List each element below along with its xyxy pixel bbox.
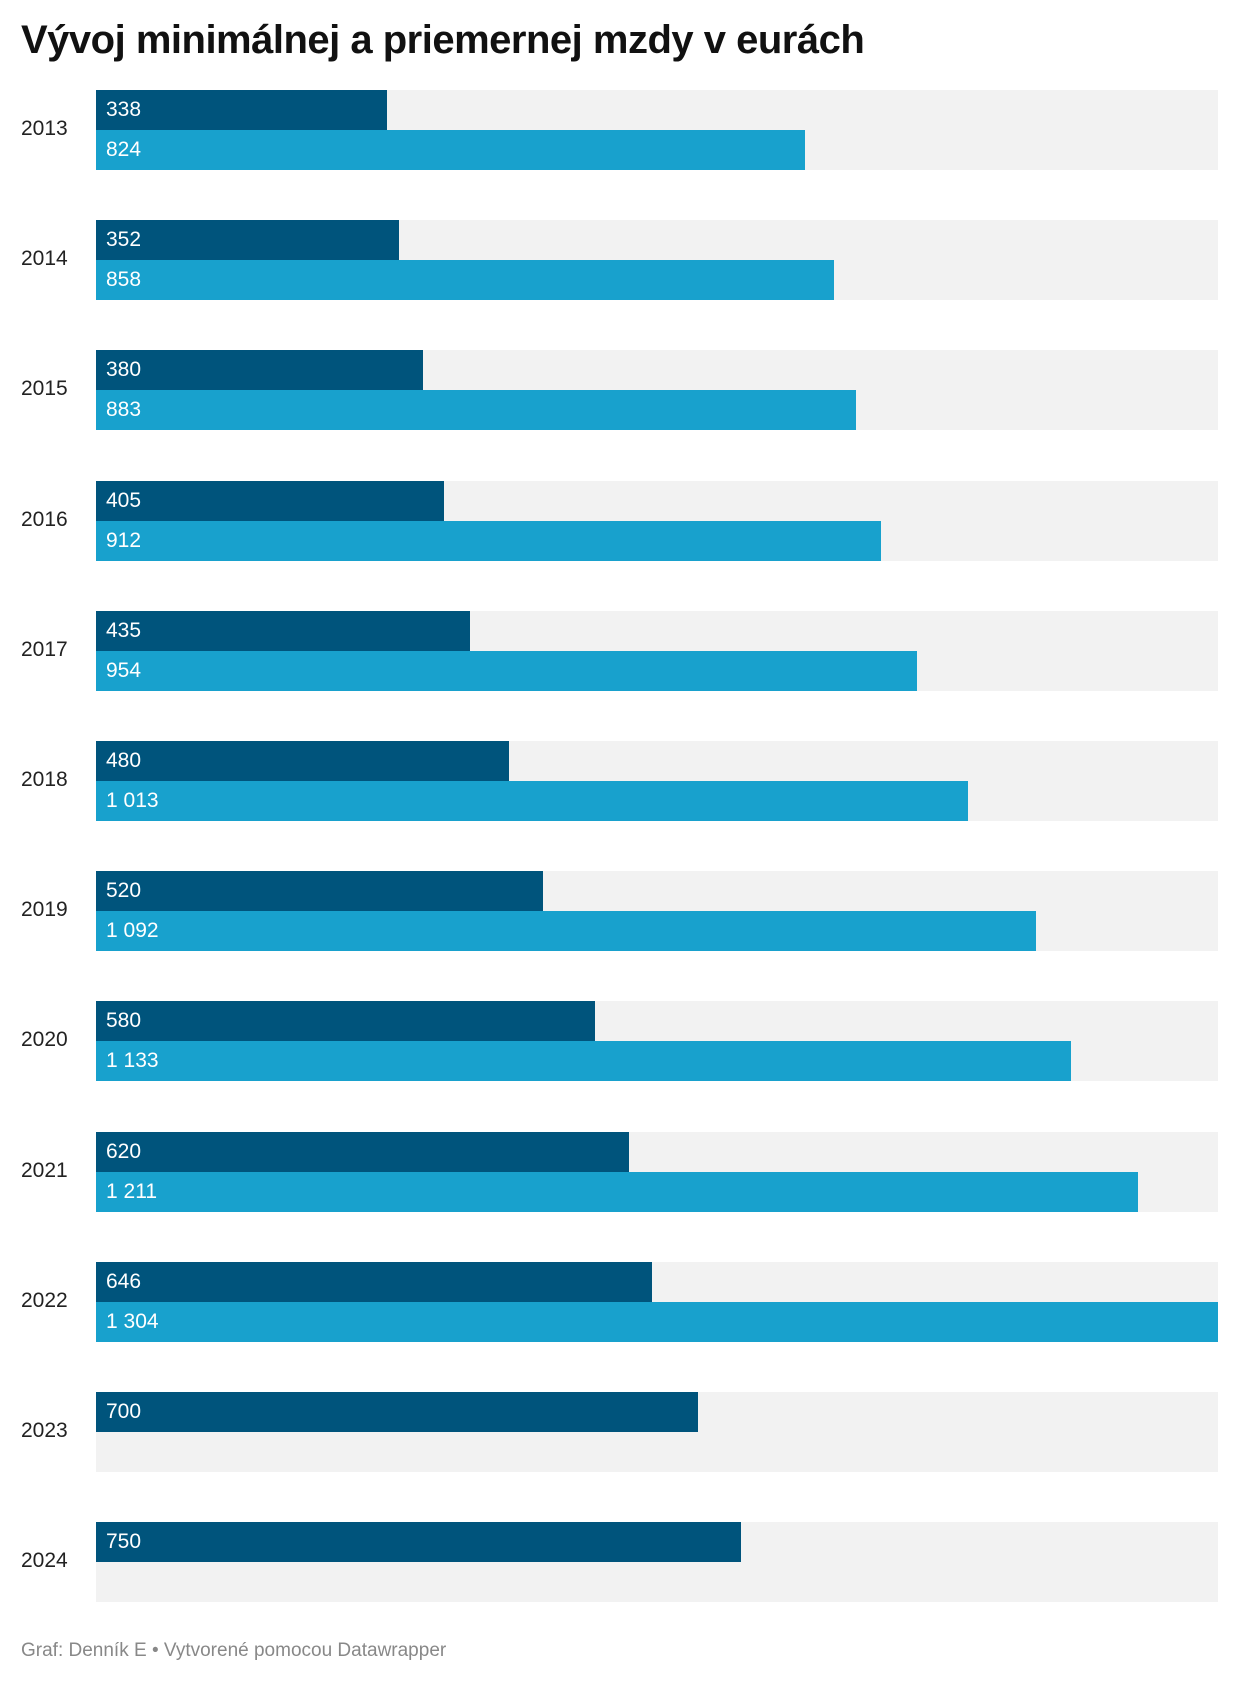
category-label: 2020	[21, 1028, 68, 1052]
bar-group: 2013 338 824	[0, 90, 1240, 170]
bar: 912	[96, 520, 881, 561]
data-label: 580	[106, 1009, 142, 1033]
data-label: 1 013	[106, 789, 159, 812]
data-label: 883	[106, 398, 142, 422]
category-label: 2018	[21, 768, 68, 791]
data-label: 520	[106, 879, 142, 903]
data-label: 620	[106, 1139, 142, 1163]
bar-group: 2017 435 954	[0, 610, 1240, 691]
bar-group: 2014 352 858	[0, 220, 1240, 301]
chart-footer: Graf: Denník E • Vytvorené pomocou Dataw…	[21, 1640, 447, 1661]
category-label: 2016	[21, 507, 68, 531]
data-label: 954	[106, 658, 142, 682]
bar-group: 2015 380 883	[0, 350, 1240, 431]
chart-title: Vývoj minimálnej a priemernej mzdy v eur…	[21, 18, 865, 62]
bar: 380	[96, 350, 423, 391]
data-label: 405	[106, 488, 142, 512]
category-label: 2014	[21, 247, 68, 271]
bar-group: 2018 480 1 013	[0, 741, 1240, 821]
data-label: 700	[106, 1400, 142, 1423]
bar: 858	[96, 260, 835, 301]
category-label: 2024	[21, 1549, 68, 1573]
category-label: 2013	[21, 117, 68, 140]
bar-group: 2021 620 1 211	[0, 1131, 1240, 1212]
data-label: 824	[106, 138, 142, 161]
bar: 435	[96, 610, 471, 651]
bar: 352	[96, 220, 399, 261]
bar: 480	[96, 741, 509, 781]
data-label: 750	[106, 1530, 142, 1554]
bar: 1 092	[96, 911, 1036, 952]
bar: 824	[96, 130, 805, 170]
bar-group: 2023 700	[0, 1392, 1240, 1472]
data-label: 858	[106, 268, 142, 292]
bar: 520	[96, 871, 544, 912]
bar: 700	[96, 1392, 699, 1432]
bar: 405	[96, 480, 445, 521]
bar: 883	[96, 390, 856, 431]
bar-group: 2016 405 912	[0, 480, 1240, 561]
data-label: 338	[106, 98, 142, 121]
bar: 1 304	[96, 1301, 1218, 1342]
data-label: 1 092	[106, 919, 159, 943]
data-label: 380	[106, 358, 142, 382]
category-label: 2017	[21, 637, 68, 661]
data-label: 480	[106, 749, 142, 772]
category-label: 2021	[21, 1158, 68, 1182]
bar: 750	[96, 1522, 742, 1563]
category-label: 2019	[21, 898, 68, 922]
data-label: 646	[106, 1269, 142, 1293]
data-label: 435	[106, 618, 142, 642]
bar: 1 211	[96, 1171, 1138, 1212]
bar: 1 013	[96, 781, 968, 821]
bar: 954	[96, 650, 917, 691]
bar-group: 2019 520 1 092	[0, 871, 1240, 952]
data-label: 1 133	[106, 1049, 159, 1073]
data-label: 912	[106, 528, 142, 552]
bar: 646	[96, 1261, 652, 1302]
data-label: 352	[106, 228, 142, 252]
bar-group: 2024 750	[0, 1522, 1240, 1603]
bar: 620	[96, 1131, 630, 1172]
bar-chart: 2013 338 824 2014 352 858 2015 380 883 2016 405 912…	[0, 90, 1240, 1603]
bar: 580	[96, 1001, 596, 1042]
category-label: 2015	[21, 377, 68, 401]
bar: 1 133	[96, 1041, 1071, 1082]
data-label: 1 304	[106, 1309, 159, 1333]
bar: 338	[96, 90, 387, 130]
category-label: 2022	[21, 1288, 68, 1312]
category-label: 2023	[21, 1419, 68, 1442]
bar-group: 2020 580 1 133	[0, 1001, 1240, 1082]
bar-group: 2022 646 1 304	[0, 1261, 1240, 1342]
data-label: 1 211	[106, 1179, 157, 1203]
